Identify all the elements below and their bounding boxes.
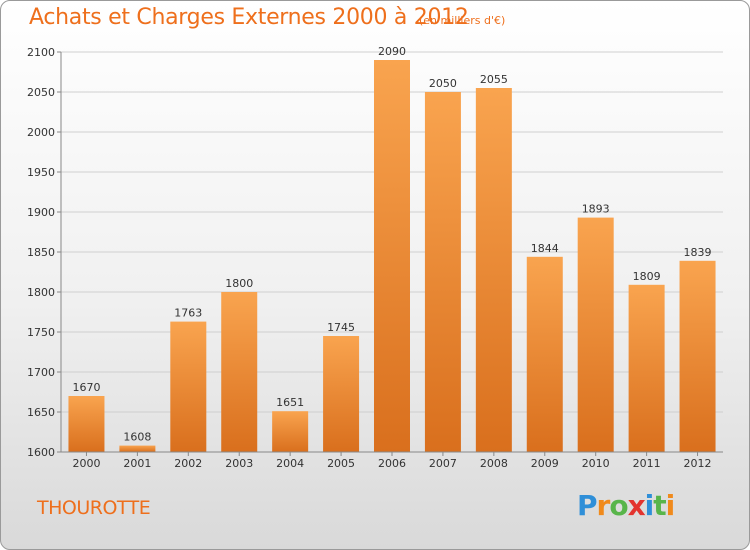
logo-letter: i — [644, 489, 655, 522]
chart-subtitle: (en milliers d'€) — [419, 14, 506, 27]
y-tick-label: 1750 — [27, 326, 55, 339]
data-label: 1608 — [123, 431, 151, 444]
bars: 1670 1608 1763 1800 1651 1745 2090 2050 2055 1844… — [68, 45, 716, 452]
data-label: 1800 — [225, 277, 253, 290]
x-axis: 2000 2001 2002 2003 2004 2005 2006 2007 2008 2009… — [61, 451, 723, 470]
bar — [374, 60, 410, 452]
x-tick-label: 2008 — [480, 457, 508, 470]
y-tick-label: 1700 — [27, 366, 55, 379]
bar — [475, 88, 512, 452]
data-label: 1670 — [72, 381, 100, 394]
y-tick-label: 1850 — [27, 246, 55, 259]
bar — [170, 321, 207, 452]
logo-letter: t — [653, 489, 666, 522]
y-tick-label: 1800 — [27, 286, 55, 299]
y-axis: 1600 1650 1700 1750 1800 1850 1900 1950 2000 2050… — [27, 46, 62, 459]
bar — [526, 256, 563, 452]
data-label: 1651 — [276, 396, 304, 409]
bar — [679, 260, 716, 452]
x-tick-label: 2012 — [684, 457, 712, 470]
logo-letter: o — [609, 489, 628, 522]
proxiti-logo: Proxiti — [577, 489, 676, 522]
data-label: 1763 — [174, 307, 202, 320]
bar — [628, 284, 665, 452]
y-tick-label: 2050 — [27, 86, 55, 99]
x-tick-label: 2010 — [582, 457, 610, 470]
data-label: 2050 — [429, 77, 457, 90]
y-tick-label: 2100 — [27, 46, 55, 59]
y-tick-label: 1900 — [27, 206, 55, 219]
logo-letter: x — [627, 489, 646, 522]
logo-letter: P — [577, 489, 598, 522]
x-tick-label: 2003 — [225, 457, 253, 470]
x-tick-label: 2011 — [633, 457, 661, 470]
y-tick-label: 1950 — [27, 166, 55, 179]
logo-letter: i — [665, 489, 676, 522]
x-tick-label: 2000 — [72, 457, 100, 470]
x-tick-label: 2001 — [123, 457, 151, 470]
data-label: 1745 — [327, 321, 355, 334]
y-tick-label: 2000 — [27, 126, 55, 139]
bar — [323, 336, 360, 452]
bar — [577, 217, 614, 452]
bar — [272, 411, 309, 452]
chart-title: Achats et Charges Externes 2000 à 2012 — [29, 5, 469, 30]
data-label: 2090 — [378, 45, 406, 58]
data-label: 1809 — [633, 270, 661, 283]
bar — [424, 92, 461, 452]
y-tick-label: 1650 — [27, 406, 55, 419]
data-label: 1839 — [684, 246, 712, 259]
data-label: 2055 — [480, 73, 508, 86]
y-tick-label: 1600 — [27, 446, 55, 459]
data-label: 1893 — [582, 203, 610, 216]
location-name: THOUROTTE — [37, 497, 151, 519]
x-tick-label: 2002 — [174, 457, 202, 470]
x-tick-label: 2005 — [327, 457, 355, 470]
x-tick-label: 2007 — [429, 457, 457, 470]
data-label: 1844 — [531, 242, 559, 255]
bar — [221, 292, 258, 452]
bar — [119, 445, 156, 452]
x-tick-label: 2006 — [378, 457, 406, 470]
x-tick-label: 2009 — [531, 457, 559, 470]
x-tick-label: 2004 — [276, 457, 304, 470]
bar — [68, 396, 105, 452]
logo-letter: r — [596, 489, 611, 522]
